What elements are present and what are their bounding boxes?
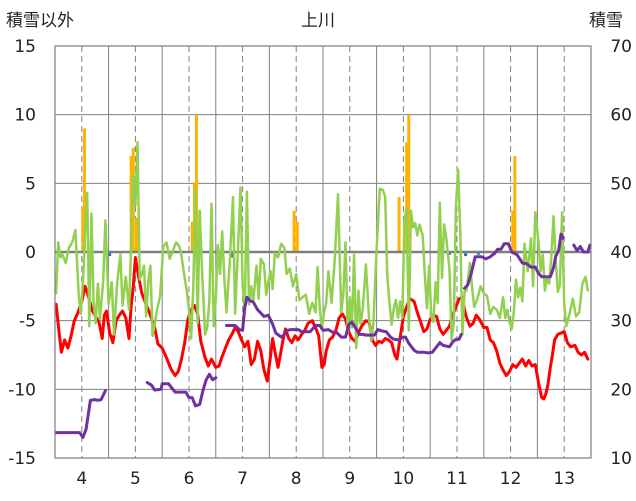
x-tick-label: 13 bbox=[553, 469, 575, 489]
tick-labels: -15 -10 -5 0 5 10 15 10 20 30 40 50 60 70 4 5 6 7 8 9 10 11 12… bbox=[8, 37, 632, 489]
x-tick-label: 4 bbox=[76, 469, 87, 489]
precip-bar bbox=[397, 197, 401, 252]
x-tick-label: 12 bbox=[500, 469, 522, 489]
precip-bar bbox=[292, 210, 296, 252]
green_line bbox=[54, 140, 590, 350]
purple_line-segment bbox=[463, 232, 565, 290]
red_line bbox=[54, 256, 590, 401]
y-left-tick-label: -15 bbox=[8, 449, 36, 469]
precip-bar bbox=[513, 155, 517, 252]
precip-bar bbox=[195, 114, 199, 253]
x-tick-label: 11 bbox=[446, 469, 468, 489]
x-tick-label: 6 bbox=[184, 469, 195, 489]
y-left-tick-label: -10 bbox=[8, 380, 36, 400]
y-left-tick-label: -5 bbox=[19, 312, 36, 332]
y-right-tick-label: 60 bbox=[610, 106, 632, 126]
x-tick-label: 5 bbox=[130, 469, 141, 489]
precip-bar bbox=[190, 221, 194, 252]
purple_line-segment bbox=[145, 372, 218, 408]
y-left-tick-label: 15 bbox=[14, 37, 36, 57]
y-left-tick-label: 0 bbox=[25, 243, 36, 263]
precip-bar bbox=[82, 128, 86, 252]
precip-bar bbox=[108, 252, 112, 257]
precip-bar bbox=[134, 217, 138, 252]
right-axis-label: 積雪 bbox=[589, 11, 623, 31]
precip-bar bbox=[447, 252, 451, 255]
precip-bar bbox=[81, 206, 85, 252]
purple_line-segment bbox=[54, 389, 107, 439]
x-tick-label: 8 bbox=[291, 469, 302, 489]
precip-bar bbox=[405, 142, 409, 252]
y-right-tick-label: 20 bbox=[610, 380, 632, 400]
purple_line-segment bbox=[225, 295, 463, 355]
precip-bar bbox=[295, 221, 299, 252]
precip-bar bbox=[230, 252, 234, 258]
left-axis-label: 積雪以外 bbox=[6, 11, 74, 31]
purple_line-segment bbox=[572, 243, 592, 254]
x-tick-label: 10 bbox=[393, 469, 415, 489]
precip-bar bbox=[476, 252, 480, 255]
y-right-tick-label: 70 bbox=[610, 37, 632, 57]
y-left-tick-label: 10 bbox=[14, 106, 36, 126]
x-tick-label: 9 bbox=[344, 469, 355, 489]
chart-title: 上川 bbox=[301, 11, 335, 31]
precip-bar bbox=[511, 210, 515, 252]
precip-bar bbox=[407, 114, 411, 253]
y-left-tick-label: 5 bbox=[25, 174, 36, 194]
y-right-tick-label: 50 bbox=[610, 174, 632, 194]
x-tick-label: 7 bbox=[237, 469, 248, 489]
plot-border bbox=[54, 45, 592, 459]
y-right-tick-label: 40 bbox=[610, 243, 632, 263]
precip-bar bbox=[129, 155, 133, 252]
y-right-tick-label: 30 bbox=[610, 312, 632, 332]
precip-bar bbox=[464, 252, 468, 257]
series-group bbox=[54, 140, 592, 439]
y-right-tick-label: 10 bbox=[610, 449, 632, 469]
plot-frame bbox=[54, 45, 592, 459]
